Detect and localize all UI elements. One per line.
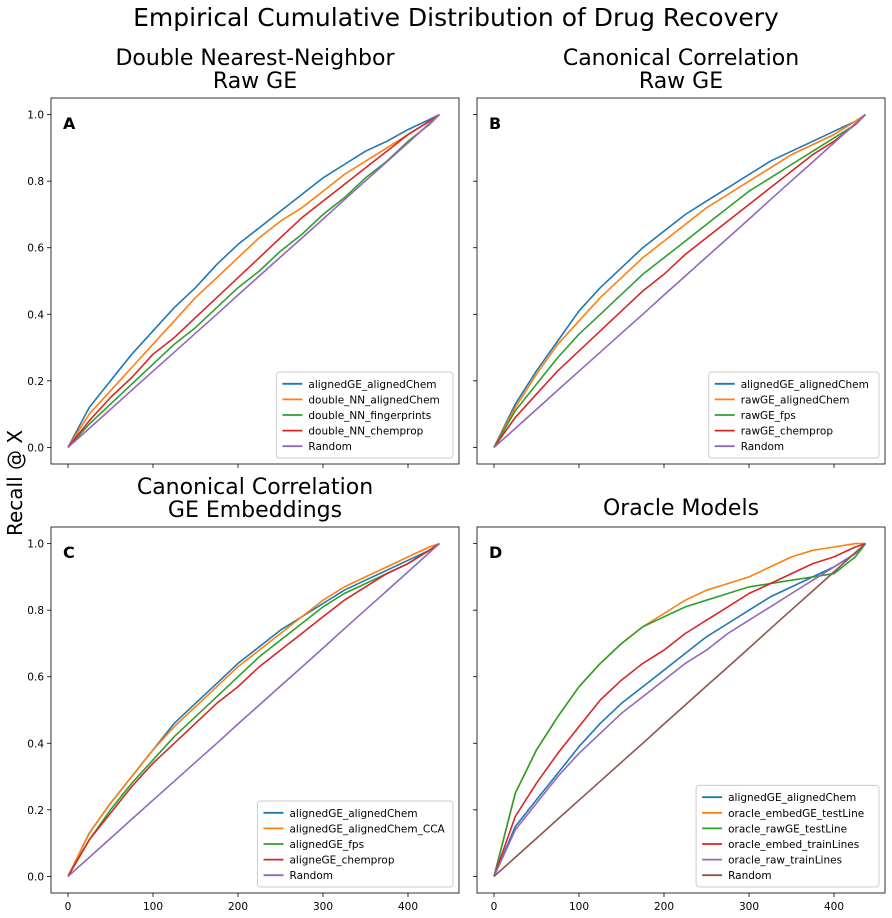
- x-tick-label: 200: [654, 901, 674, 913]
- series-line: [493, 113, 866, 448]
- panel-letter: A: [63, 114, 76, 133]
- legend: alignedGE_alignedChem rawGE_alignedChemra…: [708, 371, 880, 459]
- y-tick-label: 0.6: [27, 243, 44, 255]
- panel-title: Double Nearest-Neighbor: [115, 46, 395, 71]
- figure-title: Empirical Cumulative Distribution of Dru…: [133, 3, 779, 32]
- plot-frame: [476, 97, 886, 465]
- legend: alignedGE_alignedChem alignedGE_alignedCh…: [257, 800, 454, 888]
- panel-letter: C: [63, 543, 75, 562]
- y-tick-label: 0.8: [27, 605, 44, 617]
- legend-label: alignedGE_fps: [290, 839, 365, 851]
- legend-label: Random: [290, 870, 333, 882]
- x-tick-label: 0: [65, 901, 72, 913]
- legend: alignedGE_alignedChem double_NN_alignedCh…: [275, 371, 454, 459]
- series-line: [493, 543, 867, 877]
- y-tick-label: 0.0: [27, 871, 44, 883]
- panel-title: Raw GE: [639, 69, 723, 94]
- y-tick-label: 0.8: [27, 176, 44, 188]
- legend-label: oracle_raw_trainLines: [728, 855, 842, 867]
- series-line: [67, 542, 440, 877]
- legend-label: double_NN_alignedChem: [308, 394, 439, 406]
- plot-frame: [50, 97, 460, 465]
- series-line: [67, 542, 440, 877]
- legend-label: Random: [308, 441, 351, 453]
- legend-label: rawGE_chemprop: [741, 426, 834, 438]
- x-tick-label: 0: [491, 901, 498, 913]
- panel-letter: D: [489, 543, 502, 562]
- x-tick-label: 100: [143, 901, 163, 913]
- legend-label: aligneGE_chemprop: [290, 855, 395, 867]
- series-line: [493, 113, 866, 448]
- x-tick-label: 100: [569, 901, 589, 913]
- series-line: [493, 114, 867, 448]
- x-tick-label: 300: [313, 901, 333, 913]
- legend-label: alignedGE_alignedChem: [728, 792, 856, 804]
- series-line: [67, 543, 440, 877]
- legend-label: oracle_embed_trainLines: [728, 839, 859, 851]
- legend-label: rawGE_alignedChem: [741, 394, 850, 406]
- legend-label: Random: [741, 441, 784, 453]
- series-line: [67, 113, 440, 448]
- legend: alignedGE_alignedChem oracle_embedGE_test…: [695, 784, 880, 888]
- legend-label: alignedGE_alignedChem: [741, 379, 869, 391]
- series-line: [67, 114, 440, 448]
- legend-label: alignedGE_alignedChem_CCA: [290, 823, 446, 835]
- series-line: [493, 114, 867, 448]
- panel-letter: B: [489, 114, 501, 133]
- series-line: [67, 113, 440, 448]
- legend-label: double_NN_chemprop: [308, 426, 423, 438]
- legend-label: alignedGE_alignedChem: [290, 808, 418, 820]
- series-line: [493, 542, 866, 877]
- y-tick-label: 0.0: [27, 442, 44, 454]
- series-line: [67, 113, 440, 448]
- legend-box: [695, 784, 880, 888]
- legend-box: [708, 371, 880, 459]
- x-tick-label: 200: [228, 901, 248, 913]
- y-tick-label: 0.6: [27, 672, 44, 684]
- plot-frame: [50, 526, 460, 894]
- x-tick-label: 300: [739, 901, 759, 913]
- series-line: [493, 114, 867, 448]
- legend-box: [257, 800, 454, 888]
- y-axis-label: Recall @ X: [3, 430, 27, 536]
- legend-label: rawGE_fps: [741, 410, 796, 422]
- panel-title: Canonical Correlation: [137, 475, 373, 500]
- y-tick-label: 0.2: [27, 376, 44, 388]
- series-line: [493, 543, 867, 877]
- legend-box: [275, 371, 454, 459]
- panel-d: Oracle Models 0 100 200 300 400 DalignedGE_ali…: [473, 496, 886, 913]
- y-tick-label: 1.0: [27, 110, 44, 122]
- legend-label: alignedGE_alignedChem: [308, 379, 436, 391]
- panel-title: GE Embeddings: [168, 498, 342, 523]
- legend-label: oracle_embedGE_testLine: [728, 808, 864, 820]
- panel-title: Oracle Models: [603, 496, 759, 521]
- panel-title: Raw GE: [213, 69, 297, 94]
- series-line: [493, 543, 867, 877]
- x-tick-label: 400: [824, 901, 844, 913]
- legend-label: double_NN_fingerprints: [308, 410, 431, 422]
- x-tick-label: 400: [398, 901, 418, 913]
- y-tick-label: 0.4: [27, 309, 44, 321]
- y-tick-label: 0.2: [27, 805, 44, 817]
- panel-title: Canonical Correlation: [563, 46, 799, 71]
- y-tick-label: 0.4: [27, 738, 44, 750]
- plot-frame: [476, 526, 886, 894]
- legend-label: Random: [728, 870, 771, 882]
- legend-label: oracle_rawGE_testLine: [728, 823, 847, 835]
- y-tick-label: 1.0: [27, 539, 44, 551]
